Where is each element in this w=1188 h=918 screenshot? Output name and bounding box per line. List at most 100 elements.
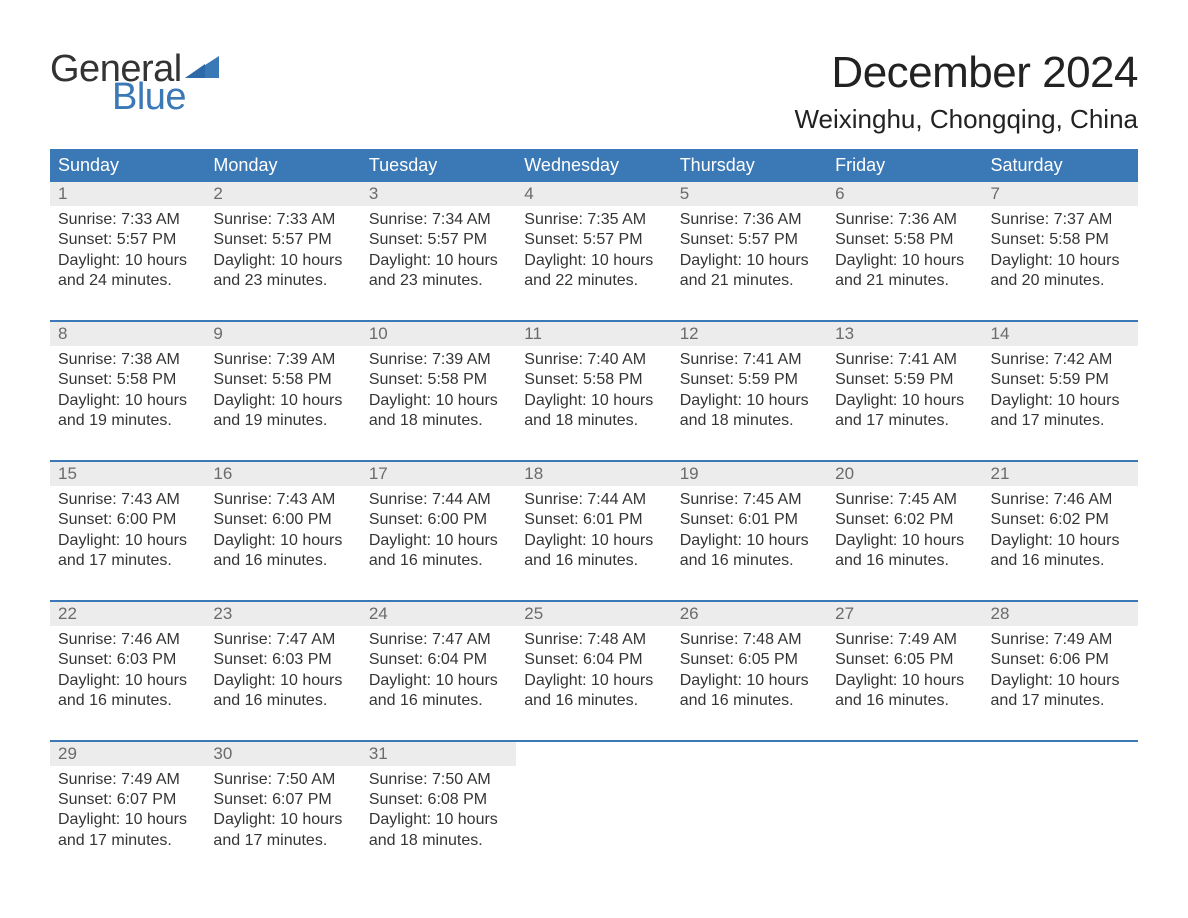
day-content-cell: Sunrise: 7:48 AMSunset: 6:04 PMDaylight:… xyxy=(516,626,671,741)
sunrise-text: Sunrise: 7:44 AM xyxy=(369,490,508,510)
day-content-row: Sunrise: 7:49 AMSunset: 6:07 PMDaylight:… xyxy=(50,766,1138,860)
sunset-text: Sunset: 5:57 PM xyxy=(680,230,819,250)
day-content-cell xyxy=(983,766,1138,860)
sunset-text: Sunset: 6:07 PM xyxy=(58,790,197,810)
day-number-cell: 9 xyxy=(205,322,360,346)
day-content-cell: Sunrise: 7:45 AMSunset: 6:01 PMDaylight:… xyxy=(672,486,827,601)
sunset-text: Sunset: 6:04 PM xyxy=(524,650,663,670)
day-number-cell: 13 xyxy=(827,322,982,346)
sunrise-text: Sunrise: 7:48 AM xyxy=(680,630,819,650)
daylight1-text: Daylight: 10 hours xyxy=(213,251,352,271)
sunset-text: Sunset: 5:57 PM xyxy=(524,230,663,250)
sunset-text: Sunset: 5:59 PM xyxy=(835,370,974,390)
day-content-cell: Sunrise: 7:50 AMSunset: 6:07 PMDaylight:… xyxy=(205,766,360,860)
day-content-row: Sunrise: 7:43 AMSunset: 6:00 PMDaylight:… xyxy=(50,486,1138,601)
sunset-text: Sunset: 5:59 PM xyxy=(680,370,819,390)
daylight2-text: and 17 minutes. xyxy=(835,411,974,431)
day-content-row: Sunrise: 7:33 AMSunset: 5:57 PMDaylight:… xyxy=(50,206,1138,321)
daylight1-text: Daylight: 10 hours xyxy=(991,251,1130,271)
daylight1-text: Daylight: 10 hours xyxy=(369,391,508,411)
day-header: Sunday xyxy=(50,149,205,182)
daylight2-text: and 17 minutes. xyxy=(991,411,1130,431)
day-content-cell: Sunrise: 7:44 AMSunset: 6:00 PMDaylight:… xyxy=(361,486,516,601)
day-number-cell: 8 xyxy=(50,322,205,346)
day-content-cell: Sunrise: 7:49 AMSunset: 6:07 PMDaylight:… xyxy=(50,766,205,860)
sunrise-text: Sunrise: 7:37 AM xyxy=(991,210,1130,230)
daylight2-text: and 16 minutes. xyxy=(680,691,819,711)
sunrise-text: Sunrise: 7:39 AM xyxy=(369,350,508,370)
day-number-cell: 10 xyxy=(361,322,516,346)
sunset-text: Sunset: 6:02 PM xyxy=(835,510,974,530)
daylight1-text: Daylight: 10 hours xyxy=(58,810,197,830)
day-number-row: 1234567 xyxy=(50,182,1138,206)
daylight2-text: and 23 minutes. xyxy=(369,271,508,291)
day-number-cell: 18 xyxy=(516,462,671,486)
sunset-text: Sunset: 6:04 PM xyxy=(369,650,508,670)
daylight1-text: Daylight: 10 hours xyxy=(524,251,663,271)
sunset-text: Sunset: 6:03 PM xyxy=(213,650,352,670)
day-number-cell xyxy=(672,742,827,766)
daylight1-text: Daylight: 10 hours xyxy=(680,671,819,691)
sunset-text: Sunset: 6:00 PM xyxy=(58,510,197,530)
daylight2-text: and 18 minutes. xyxy=(524,411,663,431)
sunrise-text: Sunrise: 7:34 AM xyxy=(369,210,508,230)
sunrise-text: Sunrise: 7:36 AM xyxy=(680,210,819,230)
sunset-text: Sunset: 6:08 PM xyxy=(369,790,508,810)
day-content-cell xyxy=(516,766,671,860)
daylight1-text: Daylight: 10 hours xyxy=(58,391,197,411)
day-content-cell: Sunrise: 7:44 AMSunset: 6:01 PMDaylight:… xyxy=(516,486,671,601)
month-title: December 2024 xyxy=(794,48,1138,98)
daylight1-text: Daylight: 10 hours xyxy=(213,810,352,830)
sunrise-text: Sunrise: 7:36 AM xyxy=(835,210,974,230)
day-number-row: 891011121314 xyxy=(50,322,1138,346)
day-header: Wednesday xyxy=(516,149,671,182)
daylight2-text: and 20 minutes. xyxy=(991,271,1130,291)
day-number-cell: 17 xyxy=(361,462,516,486)
daylight2-text: and 16 minutes. xyxy=(835,691,974,711)
sunrise-text: Sunrise: 7:39 AM xyxy=(213,350,352,370)
daylight2-text: and 16 minutes. xyxy=(369,691,508,711)
day-number-cell xyxy=(827,742,982,766)
day-content-cell: Sunrise: 7:41 AMSunset: 5:59 PMDaylight:… xyxy=(672,346,827,461)
sunset-text: Sunset: 6:01 PM xyxy=(680,510,819,530)
sunrise-text: Sunrise: 7:45 AM xyxy=(680,490,819,510)
daylight2-text: and 18 minutes. xyxy=(680,411,819,431)
day-number-cell: 7 xyxy=(983,182,1138,206)
day-content-cell: Sunrise: 7:40 AMSunset: 5:58 PMDaylight:… xyxy=(516,346,671,461)
day-content-cell: Sunrise: 7:47 AMSunset: 6:03 PMDaylight:… xyxy=(205,626,360,741)
sunset-text: Sunset: 6:01 PM xyxy=(524,510,663,530)
day-number-cell: 16 xyxy=(205,462,360,486)
daylight2-text: and 21 minutes. xyxy=(835,271,974,291)
day-number-cell: 22 xyxy=(50,602,205,626)
daylight1-text: Daylight: 10 hours xyxy=(524,671,663,691)
day-header: Monday xyxy=(205,149,360,182)
daylight2-text: and 16 minutes. xyxy=(213,551,352,571)
day-content-cell: Sunrise: 7:49 AMSunset: 6:05 PMDaylight:… xyxy=(827,626,982,741)
day-number-cell xyxy=(516,742,671,766)
daylight2-text: and 18 minutes. xyxy=(369,831,508,851)
day-number-cell: 2 xyxy=(205,182,360,206)
day-content-cell: Sunrise: 7:43 AMSunset: 6:00 PMDaylight:… xyxy=(205,486,360,601)
sunset-text: Sunset: 6:07 PM xyxy=(213,790,352,810)
day-number-cell: 5 xyxy=(672,182,827,206)
sunset-text: Sunset: 5:58 PM xyxy=(369,370,508,390)
day-number-cell: 14 xyxy=(983,322,1138,346)
day-number-cell: 21 xyxy=(983,462,1138,486)
sunset-text: Sunset: 6:00 PM xyxy=(213,510,352,530)
sunset-text: Sunset: 6:06 PM xyxy=(991,650,1130,670)
page: General Blue December 2024 Weixinghu, Ch… xyxy=(0,0,1188,859)
day-number-cell: 1 xyxy=(50,182,205,206)
sunrise-text: Sunrise: 7:46 AM xyxy=(991,490,1130,510)
sunrise-text: Sunrise: 7:49 AM xyxy=(991,630,1130,650)
daylight1-text: Daylight: 10 hours xyxy=(213,531,352,551)
day-number-cell: 23 xyxy=(205,602,360,626)
day-number-cell: 11 xyxy=(516,322,671,346)
sunset-text: Sunset: 5:58 PM xyxy=(58,370,197,390)
day-content-cell: Sunrise: 7:39 AMSunset: 5:58 PMDaylight:… xyxy=(205,346,360,461)
daylight1-text: Daylight: 10 hours xyxy=(58,251,197,271)
sunrise-text: Sunrise: 7:45 AM xyxy=(835,490,974,510)
day-number-cell: 19 xyxy=(672,462,827,486)
day-content-cell: Sunrise: 7:43 AMSunset: 6:00 PMDaylight:… xyxy=(50,486,205,601)
daylight1-text: Daylight: 10 hours xyxy=(835,531,974,551)
daylight2-text: and 22 minutes. xyxy=(524,271,663,291)
